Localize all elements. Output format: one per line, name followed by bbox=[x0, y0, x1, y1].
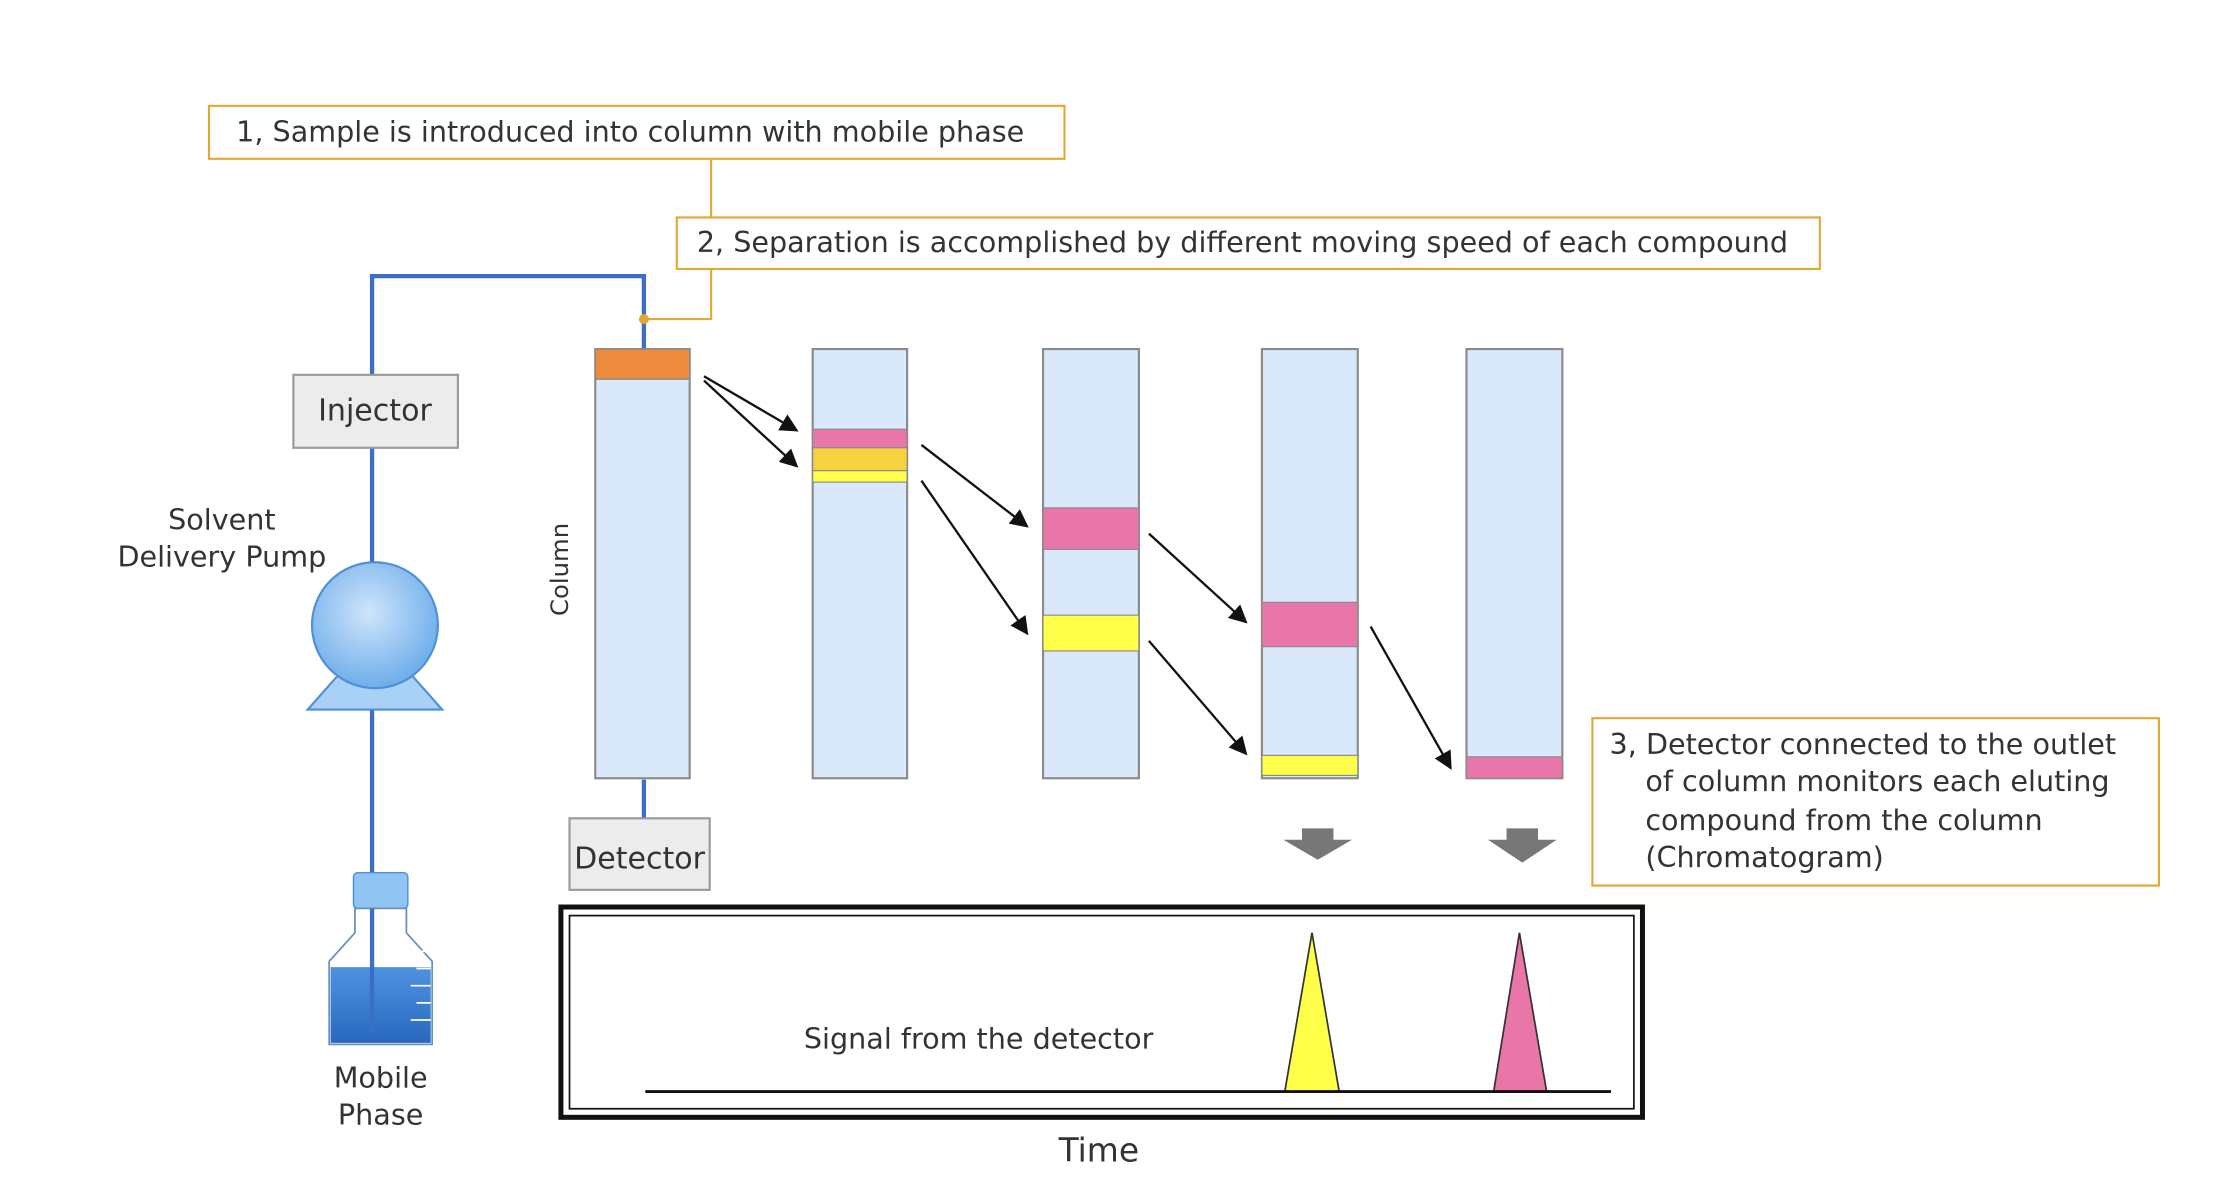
column-3 bbox=[1041, 347, 1140, 780]
arrow bbox=[1148, 532, 1248, 624]
pump-label-line-1: Solvent bbox=[168, 502, 275, 536]
callout-3-line-2: of column monitors each eluting bbox=[1645, 764, 2109, 798]
injector-label: Injector bbox=[318, 394, 432, 429]
chromatogram-inner-frame bbox=[568, 914, 1635, 1110]
band-compound-a bbox=[1465, 756, 1563, 779]
callout-3-line-4: (Chromatogram) bbox=[1645, 840, 1884, 874]
callout-3-line-1: 3, Detector connected to the outlet bbox=[1610, 727, 2117, 761]
injector-box bbox=[292, 373, 459, 449]
column-1 bbox=[594, 347, 691, 780]
band-compound-b bbox=[812, 447, 908, 472]
arrow bbox=[1369, 626, 1452, 770]
column-3-body bbox=[1041, 347, 1140, 780]
bottle-cap bbox=[352, 871, 409, 910]
mobile-phase-label-line-2: Phase bbox=[338, 1097, 423, 1131]
arrow bbox=[1148, 640, 1248, 756]
band-compound-a bbox=[1042, 507, 1140, 550]
bottle-graduations bbox=[410, 950, 431, 1021]
elution-arrow-icon bbox=[1487, 828, 1557, 863]
injection-point-dot bbox=[638, 314, 649, 325]
solvent-delivery-pump: Solvent Delivery Pump bbox=[117, 502, 445, 711]
bottle-liquid bbox=[330, 967, 431, 1043]
column-4 bbox=[1260, 347, 1359, 780]
column-2 bbox=[811, 347, 909, 780]
time-axis-label: Time bbox=[1058, 1131, 1140, 1170]
callout-step-2: 2, Separation is accomplished by differe… bbox=[675, 216, 1821, 271]
callout-2-text: 2, Separation is accomplished by differe… bbox=[697, 225, 1788, 259]
column-2-body bbox=[811, 347, 909, 780]
callout-leader-line bbox=[643, 158, 713, 321]
column-label: Column bbox=[545, 523, 574, 616]
arrow bbox=[703, 375, 799, 432]
column-1-body bbox=[594, 347, 691, 780]
pump-label-line-2: Delivery Pump bbox=[117, 540, 326, 574]
mobile-phase-label-line-1: Mobile bbox=[334, 1060, 428, 1094]
callout-2-box bbox=[675, 216, 1821, 271]
column-4-body bbox=[1260, 347, 1359, 780]
band-compound-b bbox=[1042, 614, 1140, 652]
arrow bbox=[920, 480, 1029, 636]
progression-arrows bbox=[703, 375, 1452, 770]
pump-icon bbox=[310, 561, 439, 690]
chromatogram: Signal from the detector bbox=[558, 904, 1645, 1120]
detector: Detector bbox=[568, 817, 711, 891]
sample-band bbox=[594, 348, 691, 380]
callout-step-3: 3, Detector connected to the outlet of c… bbox=[1591, 717, 2160, 887]
arrow bbox=[703, 379, 799, 468]
band-compound-b-tail bbox=[812, 470, 908, 483]
band-compound-b bbox=[1261, 754, 1359, 776]
column-5 bbox=[1465, 347, 1564, 780]
detector-box bbox=[568, 817, 711, 891]
column-5-body bbox=[1465, 347, 1564, 780]
callout-1-text: 1, Sample is introduced into column with… bbox=[236, 115, 1024, 149]
signal-label: Signal from the detector bbox=[804, 1022, 1154, 1056]
detector-label: Detector bbox=[574, 841, 706, 876]
callout-step-1: 1, Sample is introduced into column with… bbox=[207, 104, 1066, 160]
arrow bbox=[920, 444, 1029, 528]
chromatogram-outer-frame bbox=[558, 904, 1645, 1120]
band-compound-a bbox=[812, 428, 908, 449]
callout-1-box bbox=[207, 104, 1066, 160]
elution-arrow-icon bbox=[1283, 828, 1353, 860]
mobile-phase-bottle: Mobile Phase bbox=[328, 871, 434, 1131]
injector: Injector bbox=[292, 373, 459, 449]
callout-3-line-3: compound from the column bbox=[1645, 803, 2042, 837]
band-compound-a bbox=[1261, 601, 1359, 648]
callout-3-box bbox=[1591, 717, 2160, 887]
